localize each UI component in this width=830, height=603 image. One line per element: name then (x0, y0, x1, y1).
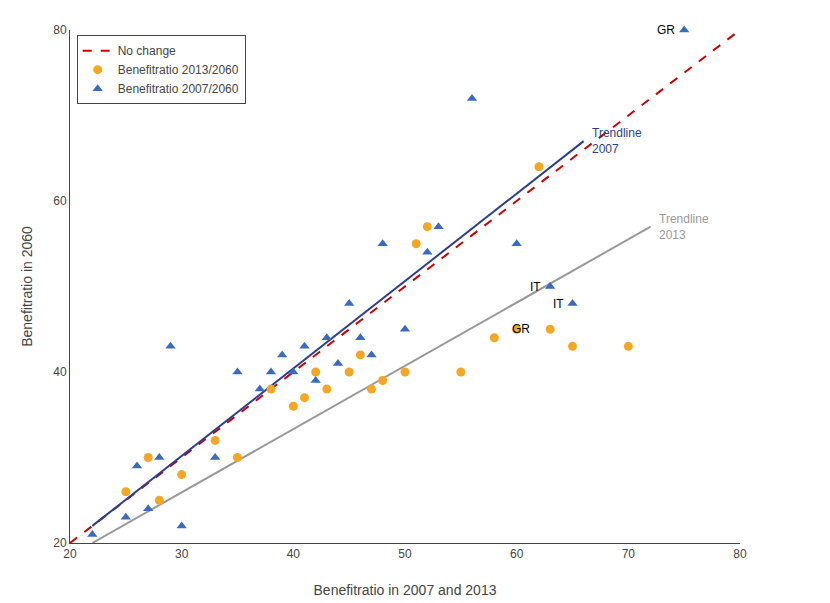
svg-text:Benefitratio in 2007 and 2013: Benefitratio in 2007 and 2013 (314, 582, 497, 598)
svg-text:IT: IT (530, 280, 541, 294)
svg-text:40: 40 (53, 365, 67, 379)
svg-text:80: 80 (733, 547, 747, 561)
svg-text:50: 50 (398, 547, 412, 561)
svg-text:60: 60 (510, 547, 524, 561)
svg-text:80: 80 (53, 23, 67, 37)
svg-text:Benefitratio 2013/2060: Benefitratio 2013/2060 (118, 63, 239, 77)
svg-text:70: 70 (622, 547, 636, 561)
svg-text:GR: GR (657, 23, 675, 37)
svg-text:20: 20 (53, 536, 67, 550)
svg-text:IT: IT (553, 297, 564, 311)
svg-text:Benefitratio in 2060: Benefitratio in 2060 (19, 226, 35, 347)
svg-text:No change: No change (118, 44, 176, 58)
svg-text:Trendline2013: Trendline2013 (659, 212, 709, 242)
svg-text:Trendline2007: Trendline2007 (592, 126, 642, 156)
svg-text:GR: GR (512, 322, 530, 336)
svg-text:20: 20 (63, 547, 77, 561)
svg-text:60: 60 (53, 194, 67, 208)
svg-text:30: 30 (175, 547, 189, 561)
svg-text:40: 40 (287, 547, 301, 561)
svg-text:Benefitratio 2007/2060: Benefitratio 2007/2060 (118, 82, 239, 96)
